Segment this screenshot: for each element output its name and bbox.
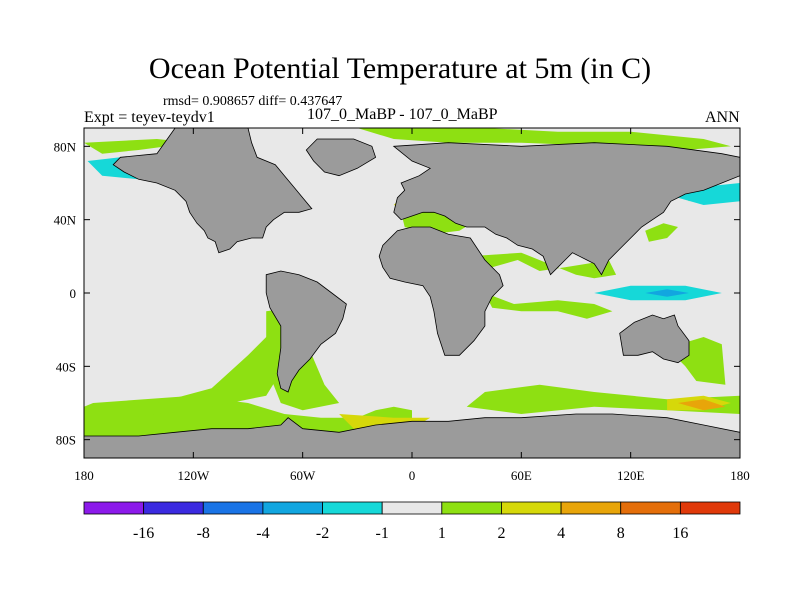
colorbar-swatch-1 <box>143 501 204 515</box>
y-tick-label-3: 40S <box>56 359 76 374</box>
x-tick-label-5: 120E <box>617 468 645 483</box>
land-antarctica <box>84 413 740 458</box>
x-tick-label-4: 60E <box>511 468 532 483</box>
land-africa <box>378 226 504 356</box>
axes-frame: 180 120W 60W 0 60E 120E 180 80N 40N 0 40S 80S <box>54 127 750 483</box>
anomaly-region-6 <box>484 293 613 319</box>
anomaly-region-19 <box>645 289 689 297</box>
anomaly-region-15 <box>678 399 726 411</box>
colorbar-swatch-4 <box>322 501 383 515</box>
colorbar: -16 -8 -4 -2 -1 1 2 4 8 16 <box>83 501 741 542</box>
colorbar-swatch-9 <box>620 501 681 515</box>
x-tick-label-6: 180 <box>730 468 750 483</box>
land-australia <box>619 314 690 364</box>
x-tick-label-0: 180 <box>74 468 94 483</box>
colorbar-swatch-3 <box>262 501 323 515</box>
land-greenland <box>305 138 377 177</box>
stats-label: rmsd= 0.908657 diff= 0.437647 <box>163 94 343 109</box>
anomaly-region-5 <box>470 252 617 279</box>
anomaly-region-11 <box>645 223 678 242</box>
colorbar-label-4: -1 <box>376 525 389 542</box>
y-tick-label-2: 0 <box>70 286 77 301</box>
experiment-label: Expt = teyev-teydv1 <box>84 109 215 126</box>
colorbar-swatch-7 <box>501 501 562 515</box>
colorbar-swatch-10 <box>679 501 741 515</box>
colorbar-label-9: 16 <box>672 525 688 542</box>
x-tick-label-1: 120W <box>177 468 210 483</box>
anomaly-region-2 <box>102 329 285 422</box>
colorbar-label-2: -4 <box>256 525 269 542</box>
colorbar-label-8: 8 <box>617 525 625 542</box>
y-tick-label-0: 80N <box>54 139 77 154</box>
colorbar-label-6: 2 <box>497 525 505 542</box>
land-north-america <box>112 128 313 254</box>
y-tick-label-4: 80S <box>56 433 76 448</box>
colorbar-label-7: 4 <box>557 525 565 542</box>
colorbar-swatch-0 <box>83 501 145 515</box>
season-label: ANN <box>705 109 740 126</box>
x-tick-label-2: 60W <box>290 468 316 483</box>
colorbar-label-3: -2 <box>316 525 329 542</box>
colorbar-label-5: 1 <box>438 525 446 542</box>
y-tick-label-1: 40N <box>54 213 77 228</box>
land-south-america <box>265 270 347 393</box>
colorbar-swatch-5 <box>381 501 443 515</box>
runs-label: 107_0_MaBP - 107_0_MaBP <box>307 106 498 123</box>
plot-area <box>84 128 740 458</box>
land-eurasia <box>392 142 740 276</box>
colorbar-swatch-6 <box>441 501 502 515</box>
x-tick-label-3: 0 <box>409 468 416 483</box>
chart-title: Ocean Potential Temperature at 5m (in C) <box>148 52 652 85</box>
colorbar-label-0: -16 <box>133 525 154 542</box>
colorbar-label-1: -8 <box>197 525 210 542</box>
colorbar-swatch-8 <box>560 501 622 515</box>
colorbar-swatch-2 <box>202 501 264 515</box>
